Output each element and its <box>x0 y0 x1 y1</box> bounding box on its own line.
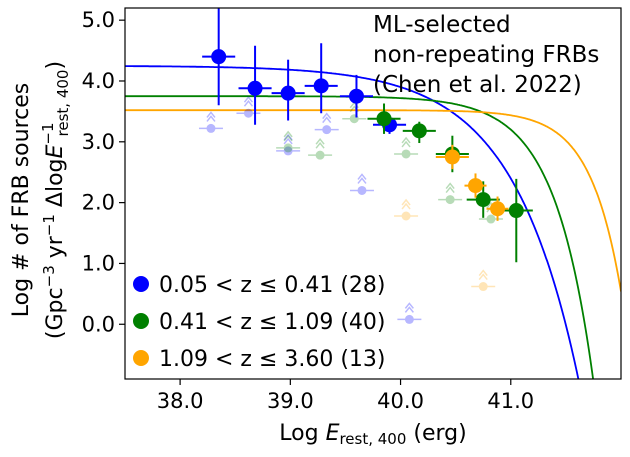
faint-limit-marker <box>404 314 414 324</box>
data-point <box>304 43 338 114</box>
faint-limit-arrow <box>243 96 254 107</box>
data-point <box>402 121 436 144</box>
y-tick-label: 0.0 <box>82 312 115 336</box>
faint-limit-marker <box>357 185 367 195</box>
faint-limit-arrow <box>478 269 488 281</box>
legend: 0.05 < z ≤ 0.41 (28) 0.41 < z ≤ 1.09 (40)… <box>133 273 386 372</box>
axes: 38.0 39.0 40.0 41.0 0.0 1.0 2.0 3.0 4.0 5.0 <box>82 8 535 413</box>
data-points <box>202 8 533 263</box>
faint-limit-marker <box>283 146 293 156</box>
faint-limit <box>314 112 339 135</box>
data-point-marker <box>313 78 329 94</box>
faint-limit-arrow <box>445 182 455 194</box>
faint-limit-arrow <box>401 198 411 210</box>
y-tick-label: 5.0 <box>82 8 115 32</box>
x-tick-label: 39.0 <box>267 389 314 413</box>
y-tick-label: 2.0 <box>82 191 115 215</box>
legend-marker <box>133 313 149 329</box>
data-point-marker <box>475 192 491 208</box>
faint-limit-marker <box>478 282 488 292</box>
data-point-marker <box>376 111 392 127</box>
legend-label: 0.41 < z ≤ 1.09 (40) <box>159 310 386 335</box>
data-point-marker <box>211 49 227 65</box>
legend-marker <box>133 350 149 366</box>
faint-limit-arrow <box>206 111 216 122</box>
faint-limit <box>471 269 496 292</box>
data-point <box>464 173 487 198</box>
faint-limit <box>438 182 463 205</box>
data-point <box>466 181 500 218</box>
faint-limit-marker <box>243 108 253 118</box>
legend-label: 0.05 < z ≤ 0.41 (28) <box>159 273 386 298</box>
fit-curve <box>125 109 621 292</box>
data-point-marker <box>411 123 427 139</box>
data-point-marker <box>444 149 460 165</box>
data-point-marker <box>280 85 296 101</box>
x-tick-label: 41.0 <box>487 389 534 413</box>
data-point <box>486 196 509 221</box>
data-point <box>435 144 469 170</box>
annotation-line-3: (Chen et al. 2022) <box>373 72 582 98</box>
faint-limit-marker <box>401 211 411 221</box>
faint-limit-arrow <box>357 173 367 184</box>
annotation-line-2: non-repeating FRBs <box>373 42 599 68</box>
faint-limit <box>236 96 261 118</box>
data-point <box>367 103 401 134</box>
fit-curve <box>125 95 594 379</box>
y-tick-label: 1.0 <box>82 251 115 275</box>
faint-limit-marker <box>322 125 332 135</box>
faint-limit <box>276 133 301 156</box>
faint-limit-arrow <box>404 302 414 313</box>
faint-limit <box>394 136 419 159</box>
faint-limit-arrow <box>322 112 332 124</box>
data-point <box>202 8 236 106</box>
x-tick-label: 38.0 <box>157 389 204 413</box>
y-axis-label-line2: (Gpc−3 yr−1 ΔlogE−1rest, 400) <box>39 61 72 339</box>
faint-limit-markers <box>198 96 503 324</box>
data-point <box>339 74 373 118</box>
x-tick-label: 40.0 <box>377 389 424 413</box>
faint-limit <box>276 130 301 153</box>
faint-limit <box>349 173 374 195</box>
faint-limit-marker <box>283 143 293 153</box>
faint-limit <box>394 198 419 221</box>
faint-limit <box>478 201 503 224</box>
legend-marker <box>133 276 149 292</box>
x-axis-label: Log Erest, 400 (erg) <box>279 421 466 448</box>
data-point-marker <box>490 201 506 217</box>
faint-limit <box>342 101 367 124</box>
legend-label: 1.09 < z ≤ 3.60 (13) <box>159 347 386 372</box>
faint-limit-marker <box>401 149 411 159</box>
faint-limit-arrow <box>283 130 293 142</box>
faint-limit <box>198 111 223 133</box>
data-point <box>271 59 305 121</box>
y-tick-label: 3.0 <box>82 130 115 154</box>
data-point <box>238 45 272 125</box>
data-point-marker <box>468 178 484 194</box>
data-point-marker <box>508 203 524 219</box>
faint-limit-arrow <box>315 137 325 149</box>
faint-limit-arrow <box>401 136 411 148</box>
faint-limit-marker <box>445 195 455 205</box>
y-axis-label-line1: Log # of FRB sources <box>9 83 34 317</box>
data-point <box>499 178 533 263</box>
annotation-line-1: ML-selected <box>373 12 511 38</box>
plot-frame <box>124 7 622 380</box>
y-tick-label: 4.0 <box>82 69 115 93</box>
faint-limit <box>308 137 333 160</box>
faint-limit-marker <box>206 123 216 133</box>
faint-limit-marker <box>315 150 325 160</box>
faint-limit-arrow <box>283 133 293 145</box>
data-point-marker <box>348 88 364 104</box>
faint-limit-marker <box>486 214 496 224</box>
faint-limit <box>397 302 422 324</box>
data-point-marker <box>247 80 263 96</box>
